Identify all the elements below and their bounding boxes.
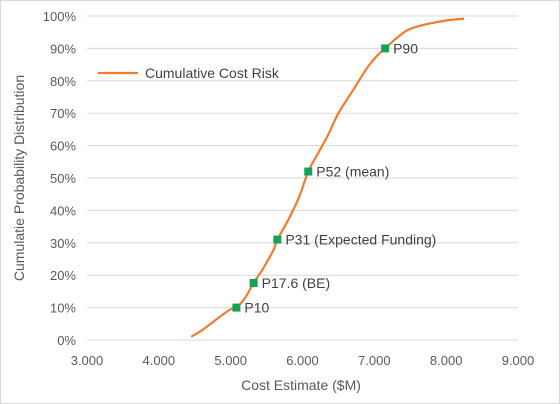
y-tick-label: 50% bbox=[50, 171, 76, 186]
y-tick-label: 70% bbox=[50, 106, 76, 121]
y-tick-label: 30% bbox=[50, 236, 76, 251]
marker-point bbox=[304, 167, 313, 176]
marker-point bbox=[249, 278, 258, 287]
marker-point bbox=[273, 235, 282, 244]
y-tick-label: 90% bbox=[50, 41, 76, 56]
y-tick-label: 40% bbox=[50, 203, 76, 218]
marker-label: P17.6 (BE) bbox=[262, 275, 330, 291]
y-tick-label: 60% bbox=[50, 139, 76, 154]
x-tick-label: 8.000 bbox=[430, 353, 463, 368]
marker-label: P90 bbox=[393, 40, 418, 56]
legend-label: Cumulative Cost Risk bbox=[145, 65, 280, 81]
marker-layer: P10 P17.6 (BE) P31 (Expected Funding) P52 (… bbox=[232, 40, 436, 316]
marker-point bbox=[232, 303, 241, 312]
y-tick-label: 10% bbox=[50, 301, 76, 316]
y-tick-label: 20% bbox=[50, 268, 76, 283]
marker-label: P10 bbox=[244, 300, 269, 316]
y-tick-labels: 0% 10% 20% 30% 40% 50% 60% 70% 80% 90% 100% bbox=[43, 9, 77, 348]
x-tick-labels: 3.000 4.000 5.000 6.000 7.000 8.000 9.000 bbox=[71, 353, 535, 368]
y-tick-label: 80% bbox=[50, 74, 76, 89]
x-tick-label: 3.000 bbox=[71, 353, 104, 368]
gridlines bbox=[87, 15, 518, 341]
x-axis-title: Cost Estimate ($M) bbox=[241, 377, 361, 393]
y-tick-label: 0% bbox=[57, 333, 76, 348]
x-tick-label: 9.000 bbox=[502, 353, 535, 368]
x-tick-label: 7.000 bbox=[358, 353, 391, 368]
marker-point bbox=[381, 44, 390, 53]
marker-label: P52 (mean) bbox=[316, 164, 389, 180]
legend: Cumulative Cost Risk bbox=[98, 65, 280, 81]
y-tick-label: 100% bbox=[43, 9, 77, 24]
y-axis-title: Cumulatie Probability Distribution bbox=[11, 75, 27, 281]
x-tick-label: 4.000 bbox=[143, 353, 176, 368]
x-tick-label: 6.000 bbox=[286, 353, 319, 368]
x-tick-label: 5.000 bbox=[214, 353, 247, 368]
marker-label: P31 (Expected Funding) bbox=[285, 232, 436, 248]
